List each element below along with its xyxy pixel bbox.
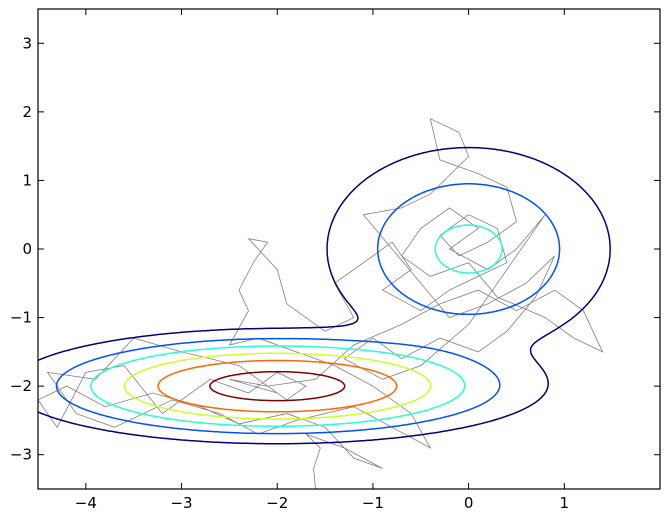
y-tick-label: 3	[22, 34, 32, 52]
y-tick-label: −2	[10, 377, 32, 395]
y-tick-label: −1	[10, 309, 32, 327]
contour-level-3	[90, 224, 503, 427]
contour-level-6	[209, 370, 346, 402]
y-tick-label: 1	[22, 171, 32, 189]
plot-background	[38, 9, 660, 489]
x-tick-label: 1	[560, 494, 570, 512]
x-tick-label: −3	[170, 494, 192, 512]
contour-level-4	[123, 352, 432, 420]
contour-level-2	[55, 183, 561, 435]
x-tick-label: −1	[362, 494, 384, 512]
y-tick-label: 0	[22, 240, 32, 258]
contour-level-1	[38, 146, 611, 445]
x-tick-label: −2	[266, 494, 288, 512]
contour-level-5	[157, 359, 398, 413]
x-tick-label: −4	[75, 494, 97, 512]
x-tick-label: 0	[464, 494, 474, 512]
y-tick-label: −3	[10, 446, 32, 464]
y-tick-label: 2	[22, 103, 32, 121]
